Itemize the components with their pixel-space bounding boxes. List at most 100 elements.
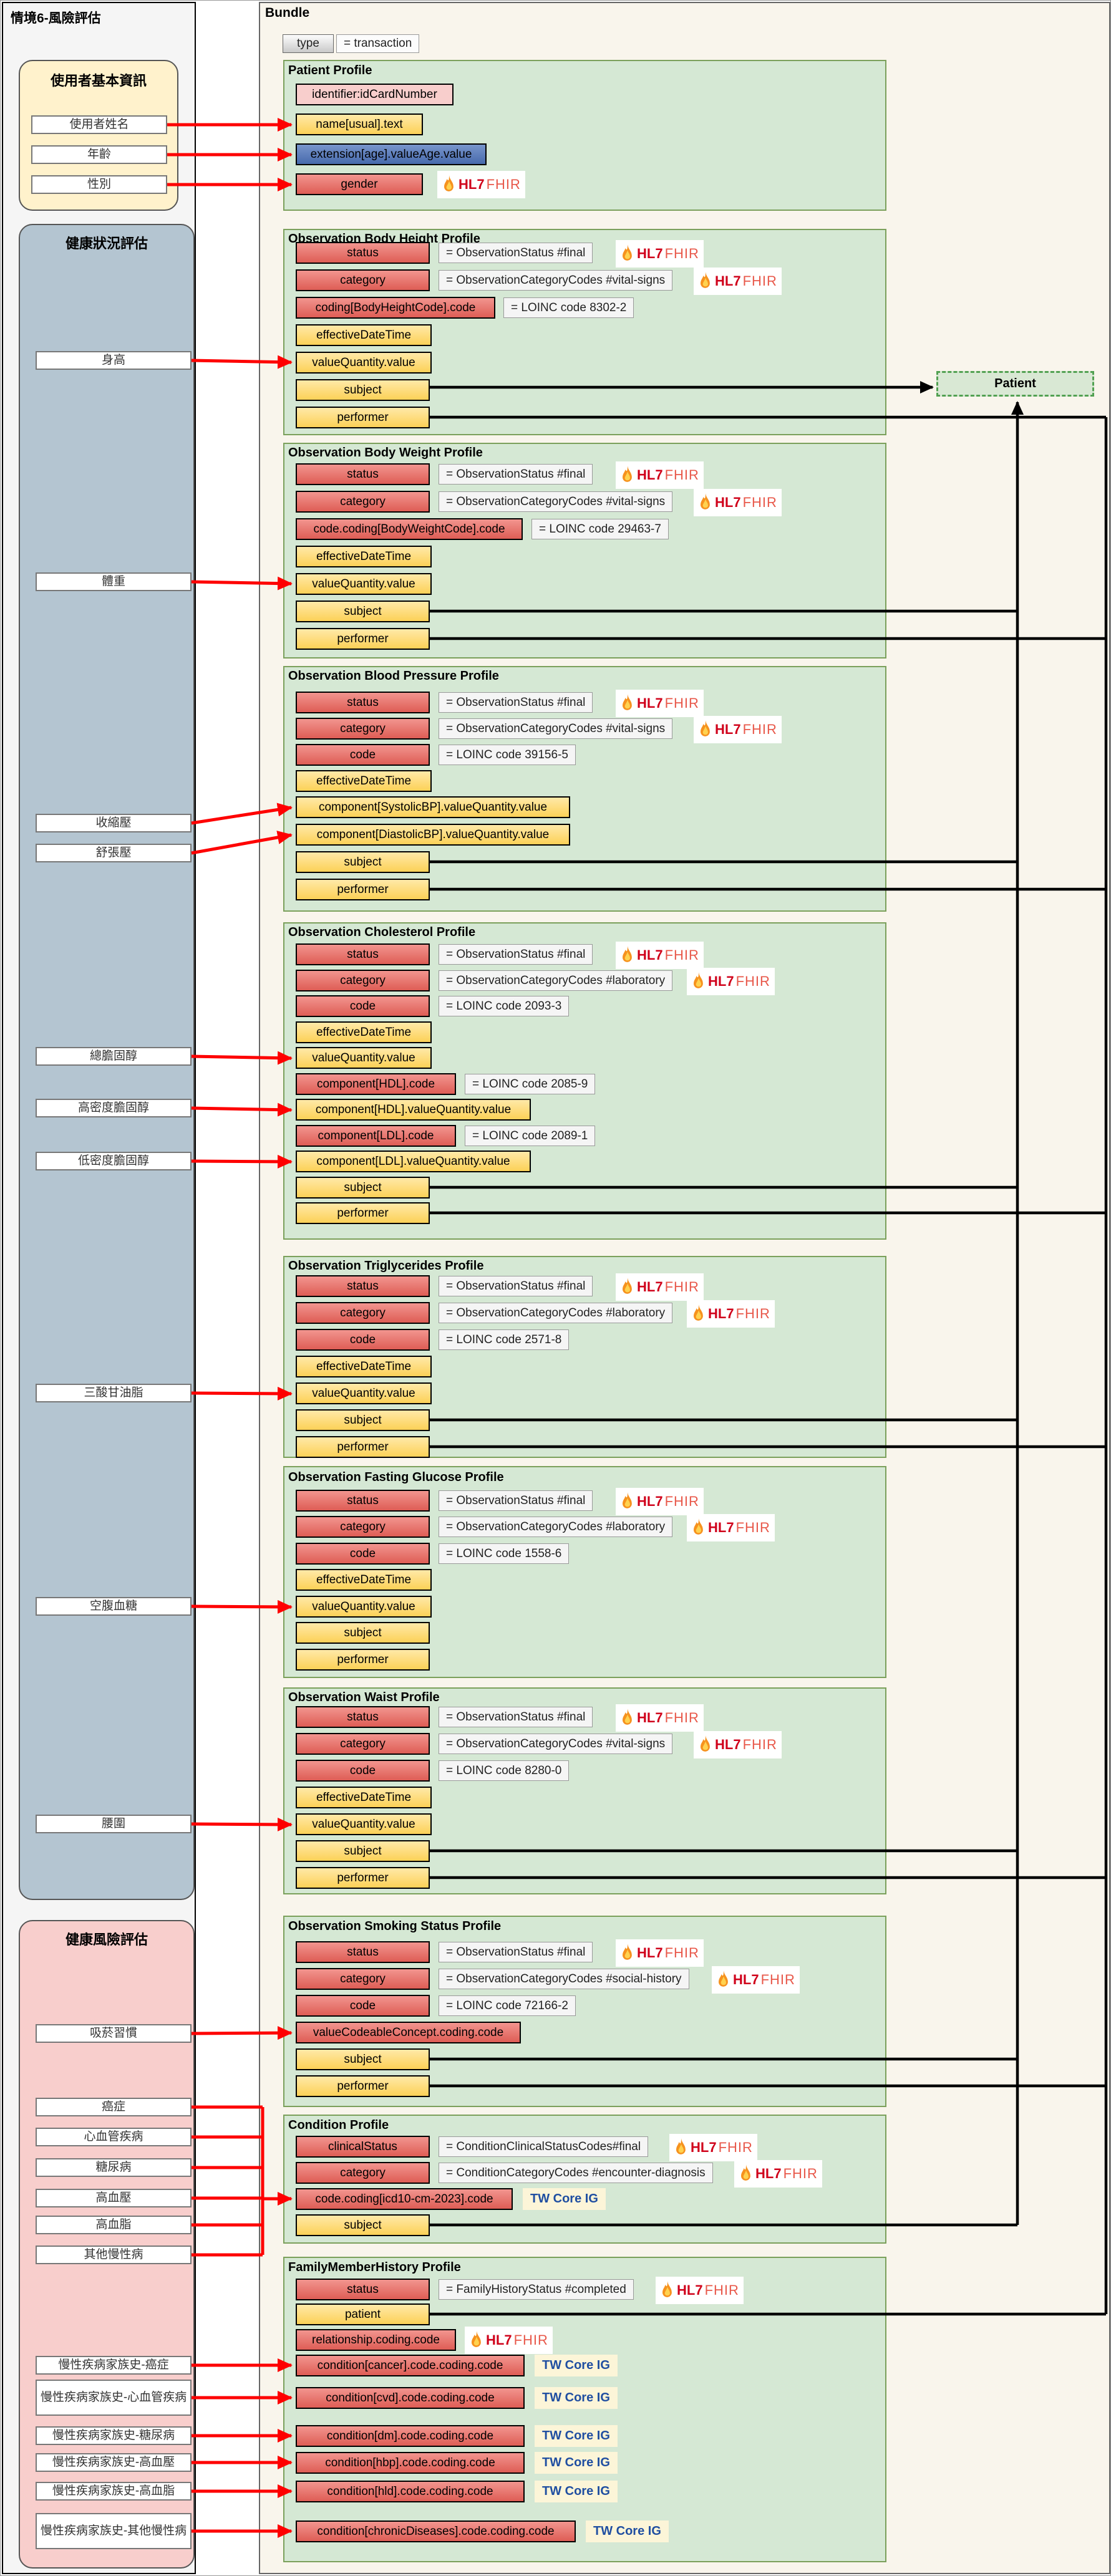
field-ldl-value: component[LDL].valueQuantity.value	[296, 1151, 531, 1172]
field-value: = ObservationCategoryCodes #vital-signs	[439, 1734, 673, 1754]
field-famhx-hyperlipidemia: 慢性疾病家族史-高血脂	[36, 2482, 192, 2501]
field-valuequantity: valueQuantity.value	[296, 1382, 432, 1404]
hl7-fhir-logo: HL7 FHIR	[694, 1731, 782, 1758]
field-code: code	[296, 744, 430, 766]
field-value: = LOINC code 2089-1	[465, 1126, 596, 1146]
profile-title: Observation Cholesterol Profile	[288, 925, 476, 939]
field-effectivedatetime: effectiveDateTime	[296, 1569, 432, 1591]
field-hdl-value: component[HDL].valueQuantity.value	[296, 1099, 531, 1121]
field-identifier: identifier:idCardNumber	[296, 84, 454, 105]
field-subject: subject	[296, 1840, 430, 1862]
field-hyperlipidemia: 高血脂	[36, 2216, 192, 2234]
field-value: = ObservationStatus #final	[439, 944, 593, 965]
field-condition-hbp: condition[hbp].code.coding.code	[296, 2452, 525, 2474]
field-subject: subject	[296, 379, 430, 401]
profile-title: Patient Profile	[288, 64, 372, 77]
field-condition-cancer: condition[cancer].code.coding.code	[296, 2355, 525, 2376]
field-condition-hld: condition[hld].code.coding.code	[296, 2481, 525, 2502]
hl7-fhir-logo: HL7 FHIR	[734, 2160, 822, 2188]
field-value: = ObservationStatus #final	[439, 1707, 593, 1727]
profile-title: Observation Triglycerides Profile	[288, 1259, 484, 1273]
field-famhx-hypertension: 慢性疾病家族史-高血壓	[36, 2453, 192, 2472]
field-subject: subject	[296, 2048, 430, 2070]
field-age: 年齡	[31, 145, 167, 164]
field-status: status	[296, 1941, 430, 1963]
hl7-fhir-logo: HL7 FHIR	[616, 942, 704, 969]
field-condition-dm: condition[dm].code.coding.code	[296, 2425, 525, 2447]
health-risk-title: 健康風險評估	[65, 1932, 148, 1947]
field-diastolic: 舒張壓	[36, 844, 192, 862]
field-category: category	[296, 491, 430, 513]
field-subject: subject	[296, 2214, 430, 2236]
scenario-title: 情境6-風險評估	[11, 11, 101, 26]
hl7-fhir-logo: HL7 FHIR	[616, 1273, 704, 1301]
field-effectivedatetime: effectiveDateTime	[296, 1021, 432, 1043]
field-status: status	[296, 463, 430, 485]
field-subject: subject	[296, 601, 430, 622]
field-subject: subject	[296, 1177, 430, 1199]
field-performer: performer	[296, 1867, 430, 1889]
field-category: category	[296, 970, 430, 991]
field-performer: performer	[296, 1649, 430, 1671]
field-value: = LOINC code 72166-2	[439, 1995, 576, 2016]
hl7-fhir-logo: HL7 FHIR	[694, 489, 782, 516]
field-subject: subject	[296, 1622, 430, 1644]
field-clinicalstatus: clinicalStatus	[296, 2136, 430, 2158]
field-performer: performer	[296, 879, 430, 900]
hl7-fhir-logo: HL7 FHIR	[616, 240, 704, 268]
field-status: status	[296, 1490, 430, 1512]
hl7-fhir-logo: HL7 FHIR	[712, 1966, 800, 1994]
hl7-fhir-logo: HL7 FHIR	[465, 2327, 553, 2354]
hl7-fhir-logo: HL7 FHIR	[656, 2277, 744, 2304]
bundle-type-value: = transaction	[336, 34, 420, 53]
profile-title: Observation Fasting Glucose Profile	[288, 1470, 504, 1484]
field-status: status	[296, 1275, 430, 1297]
field-value: = ConditionCategoryCodes #encounter-diag…	[439, 2163, 713, 2183]
bundle-title: Bundle	[265, 6, 310, 20]
field-value: = ObservationCategoryCodes #vital-signs	[439, 491, 673, 512]
bundle-type-box: type	[283, 34, 334, 53]
field-code-coding-bodyweight: code.coding[BodyWeightCode].code	[296, 518, 523, 540]
field-value: = ObservationStatus #final	[439, 1942, 593, 1962]
hl7-fhir-logo: HL7 FHIR	[687, 968, 775, 995]
field-other-chronic: 其他慢性病	[36, 2246, 192, 2264]
field-value: = FamilyHistoryStatus #completed	[439, 2279, 634, 2300]
field-valuequantity: valueQuantity.value	[296, 352, 432, 374]
flame-icon	[444, 175, 454, 191]
field-diabetes: 糖尿病	[36, 2158, 192, 2177]
tw-core-ig-badge: TW Core IG	[535, 2481, 618, 2502]
field-hdl: 高密度膽固醇	[36, 1099, 192, 1117]
field-value: = LOINC code 2571-8	[439, 1329, 570, 1350]
field-valuecodeableconcept: valueCodeableConcept.coding.code	[296, 2022, 521, 2043]
field-status: status	[296, 242, 430, 264]
field-height: 身高	[36, 351, 192, 370]
field-effectivedatetime: effectiveDateTime	[296, 770, 432, 792]
tw-core-ig-badge: TW Core IG	[535, 2355, 618, 2376]
field-value: = LOINC code 39156-5	[439, 745, 576, 765]
field-name: name[usual].text	[296, 113, 423, 135]
field-code: code	[296, 995, 430, 1017]
hl7-fhir-logo: HL7 FHIR	[687, 1300, 775, 1328]
tw-core-ig-badge: TW Core IG	[523, 2188, 606, 2210]
field-valuequantity: valueQuantity.value	[296, 1047, 432, 1069]
field-coding-bodyheight: coding[BodyHeightCode].code	[296, 297, 495, 319]
field-value: = ObservationCategoryCodes #laboratory	[439, 970, 673, 991]
field-valuequantity: valueQuantity.value	[296, 573, 432, 595]
field-performer: performer	[296, 1436, 430, 1458]
hl7-fhir-logo: HL7 FHIR	[616, 1704, 704, 1732]
field-value: = LOINC code 1558-6	[439, 1543, 570, 1564]
hl7-fhir-logo: HL7 FHIR	[616, 1939, 704, 1967]
field-cvd: 心血管疾病	[36, 2128, 192, 2146]
field-performer: performer	[296, 628, 430, 650]
hl7-fhir-logo: HL7 FHIR	[687, 1514, 775, 1541]
profile-title: Observation Waist Profile	[288, 1691, 440, 1704]
hl7-fhir-logo: HL7 FHIR	[694, 268, 782, 295]
field-famhx-diabetes: 慢性疾病家族史-糖尿病	[36, 2426, 192, 2445]
field-effectivedatetime: effectiveDateTime	[296, 1356, 432, 1377]
field-subject: subject	[296, 1409, 430, 1431]
hl7-fhir-logo: HL7 FHIR	[616, 690, 704, 717]
tw-core-ig-badge: TW Core IG	[535, 2425, 618, 2447]
field-effectivedatetime: effectiveDateTime	[296, 546, 432, 567]
field-category: category	[296, 1516, 430, 1538]
field-value: = ObservationStatus #final	[439, 1490, 593, 1511]
